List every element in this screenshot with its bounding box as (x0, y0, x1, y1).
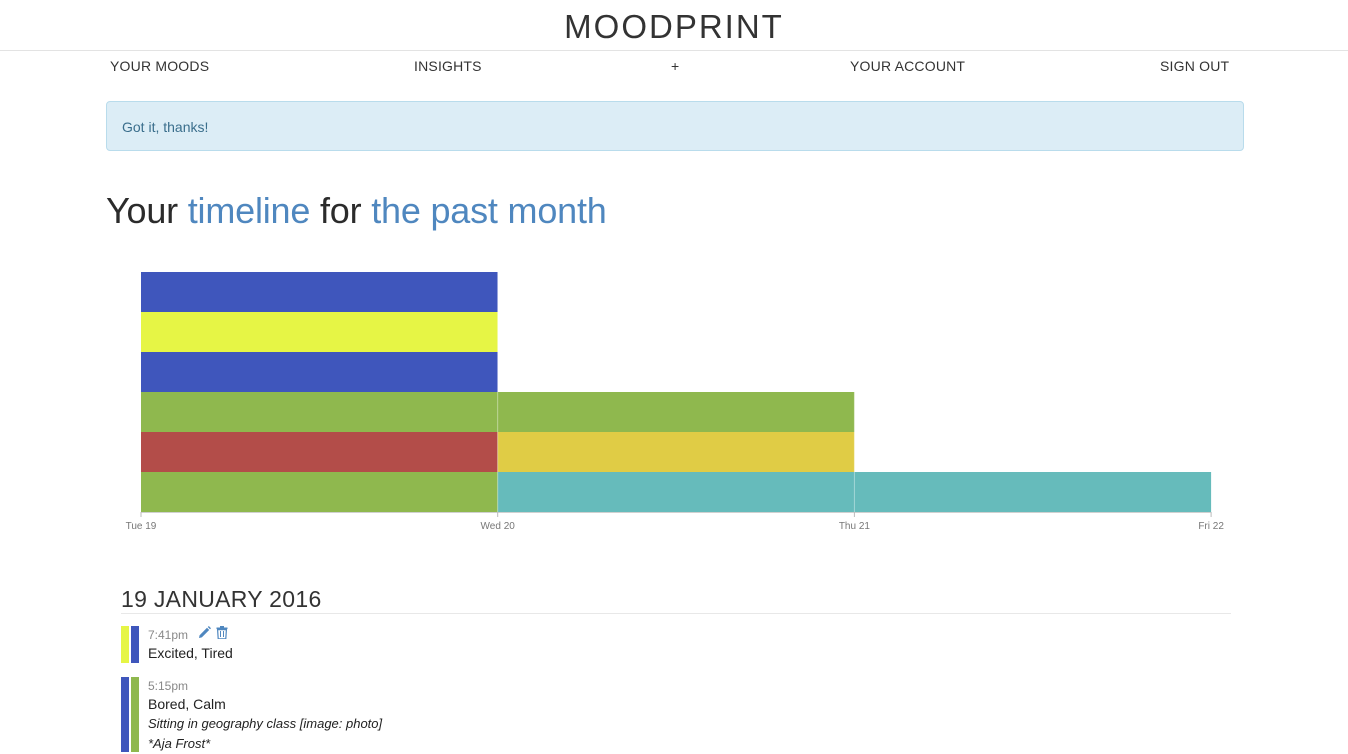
entry-moods: Excited, Tired (148, 645, 233, 661)
entry-note: *Aja Frost* (148, 736, 211, 751)
x-tick-label: Fri 22 (1198, 521, 1224, 532)
title-mid: for (310, 190, 372, 231)
mood-swatch (121, 677, 129, 752)
timeline-segment (141, 472, 498, 512)
timeline-segment (854, 472, 1212, 512)
timeline-segment (141, 352, 498, 392)
day-heading: 19 JANUARY 2016 (121, 586, 322, 612)
title-prefix: Your (106, 190, 188, 231)
entry-time: 7:41pm (148, 628, 189, 642)
nav-add-mood[interactable]: + (671, 58, 680, 74)
entry-moods: Bored, Calm (148, 696, 226, 712)
x-tick-label: Thu 21 (839, 521, 871, 532)
entry-time: 5:15pm (148, 679, 189, 693)
timeline-segment (141, 392, 498, 432)
entry-body: 7:41pm Excited, Tired (148, 626, 233, 663)
day-divider (121, 613, 1231, 614)
flash-message-text: Got it, thanks! (122, 119, 209, 135)
header-divider (0, 50, 1348, 51)
timeline-link[interactable]: timeline (187, 190, 311, 231)
mood-swatch (121, 626, 129, 663)
page-title: Your timeline for the past month (106, 190, 607, 232)
main-nav: YOUR MOODS INSIGHTS + YOUR ACCOUNT SIGN … (0, 58, 1348, 78)
period-selector[interactable]: the past month (371, 190, 607, 231)
timeline-segment (141, 312, 498, 352)
edit-pencil-icon[interactable] (198, 626, 212, 639)
x-tick-label: Wed 20 (481, 521, 516, 532)
entry-body: 5:15pm Bored, Calm Sitting in geography … (148, 677, 382, 754)
timeline-segment (141, 272, 498, 312)
nav-your-moods[interactable]: YOUR MOODS (110, 58, 210, 74)
nav-insights[interactable]: INSIGHTS (414, 58, 482, 74)
timeline-chart: Tue 19 Wed 20 Thu 21 Fri 22 (126, 272, 1224, 532)
nav-sign-out[interactable]: SIGN OUT (1160, 58, 1230, 74)
timeline-segment (497, 472, 855, 512)
timeline-segment (497, 432, 855, 472)
mood-swatch (131, 677, 139, 752)
timeline-segment (497, 392, 855, 432)
x-tick-label: Tue 19 (126, 521, 157, 532)
nav-your-account[interactable]: YOUR ACCOUNT (850, 58, 966, 74)
entry-note: Sitting in geography class [image: photo… (148, 716, 383, 731)
mood-swatch (131, 626, 139, 663)
brand-logo[interactable]: MOODPRINT (564, 8, 784, 45)
timeline-segment (141, 432, 498, 472)
flash-message: Got it, thanks! (106, 101, 1244, 151)
delete-trash-icon[interactable] (216, 626, 228, 640)
